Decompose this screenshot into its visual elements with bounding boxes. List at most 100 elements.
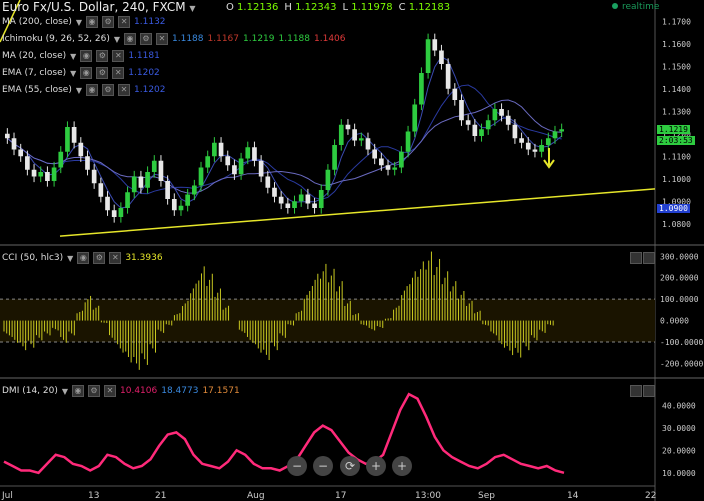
chevron-down-icon[interactable]: ▼ bbox=[75, 17, 83, 27]
eye-icon[interactable]: ◉ bbox=[86, 84, 99, 96]
candle-body bbox=[65, 127, 70, 152]
candle-body bbox=[465, 120, 471, 125]
ohlc-label-o: O bbox=[226, 2, 234, 13]
close-icon[interactable]: ✕ bbox=[112, 67, 125, 79]
indicator-value: 1.1181 bbox=[128, 51, 160, 61]
candle-body bbox=[338, 124, 344, 145]
candle-body bbox=[178, 205, 184, 211]
dmi-legend[interactable]: DMI (14, 20) ▼ ◉ ⚙ ✕ 10.4106 18.4773 17.15… bbox=[2, 385, 240, 397]
indicator-legend[interactable]: EMA (55, close) ▼ ◉ ⚙ ✕ 1.1202 bbox=[2, 84, 166, 96]
ohlc-label-c: C bbox=[398, 2, 406, 13]
scroll-left-button[interactable]: − bbox=[313, 456, 333, 476]
indicator-name: EMA (7, close) bbox=[2, 68, 67, 78]
trendline bbox=[59, 188, 656, 237]
close-icon[interactable]: ✕ bbox=[104, 385, 117, 397]
indicator-legend[interactable]: MA (200, close) ▼ ◉ ⚙ ✕ 1.1132 bbox=[2, 16, 166, 28]
pane-close-button[interactable] bbox=[643, 252, 655, 264]
candle-body bbox=[98, 183, 104, 197]
pane-close-button[interactable] bbox=[643, 385, 655, 397]
trendline-left bbox=[0, 0, 21, 43]
close-icon[interactable]: ✕ bbox=[109, 252, 122, 264]
candle-body bbox=[405, 131, 411, 152]
candle-body bbox=[292, 201, 297, 208]
indicator-legend[interactable]: MA (20, close) ▼ ◉ ⚙ ✕ 1.1181 bbox=[2, 50, 160, 62]
chevron-down-icon[interactable]: ▼ bbox=[189, 4, 196, 13]
eye-icon[interactable]: ◉ bbox=[72, 385, 85, 397]
candle-body bbox=[245, 147, 251, 159]
candle-body bbox=[118, 208, 124, 217]
indicator-value: 1.1167 bbox=[207, 34, 240, 44]
candle-body bbox=[472, 124, 478, 136]
indicator-name: Ichimoku (9, 26, 52, 26) bbox=[2, 34, 110, 44]
indicator-value: 1.1188 bbox=[172, 34, 204, 44]
price-tick-label: 1.1200 bbox=[662, 130, 691, 139]
candle-body bbox=[539, 145, 544, 152]
candle-body bbox=[372, 149, 377, 159]
indicator-value: 1.1202 bbox=[128, 68, 160, 78]
candle-body bbox=[485, 120, 491, 130]
candle-body bbox=[185, 194, 190, 206]
pane-maximize-button[interactable] bbox=[630, 252, 642, 264]
indicator-legend[interactable]: Ichimoku (9, 26, 52, 26) ▼ ◉ ⚙ ✕ 1.1188 1.1167… bbox=[2, 33, 346, 45]
time-tick-label: 14 bbox=[567, 491, 579, 501]
close-icon[interactable]: ✕ bbox=[118, 16, 131, 28]
zoom-in-button[interactable]: + bbox=[366, 456, 386, 476]
chevron-down-icon[interactable]: ▼ bbox=[61, 386, 69, 396]
chevron-down-icon[interactable]: ▼ bbox=[75, 85, 83, 95]
close-icon[interactable]: ✕ bbox=[156, 33, 169, 45]
candle-body bbox=[325, 169, 331, 190]
settings-icon[interactable]: ⚙ bbox=[102, 16, 115, 28]
settings-icon[interactable]: ⚙ bbox=[88, 385, 101, 397]
indicator-name: EMA (55, close) bbox=[2, 85, 72, 95]
candle-body bbox=[552, 131, 558, 139]
candle-body bbox=[11, 138, 17, 150]
dmi-legend-value: 18.4773 bbox=[161, 386, 199, 396]
zoom-out-button[interactable]: − bbox=[287, 456, 307, 476]
eye-icon[interactable]: ◉ bbox=[77, 252, 90, 264]
candle-body bbox=[385, 165, 391, 170]
settings-icon[interactable]: ⚙ bbox=[93, 252, 106, 264]
candle-body bbox=[51, 167, 57, 181]
candle-body bbox=[379, 158, 384, 166]
pane-maximize-button[interactable] bbox=[630, 385, 642, 397]
chevron-down-icon[interactable]: ▼ bbox=[113, 34, 121, 44]
eye-icon[interactable]: ◉ bbox=[124, 33, 137, 45]
candle-body bbox=[358, 138, 364, 141]
chevron-down-icon[interactable]: ▼ bbox=[70, 51, 77, 61]
symbol-title[interactable]: Euro Fx/U.S. Dollar, 240, FXCM ▼ bbox=[2, 0, 196, 14]
settings-icon[interactable]: ⚙ bbox=[96, 50, 109, 62]
chevron-down-icon[interactable]: ▼ bbox=[70, 68, 77, 78]
candle-body bbox=[545, 138, 551, 145]
candle-body bbox=[25, 156, 30, 170]
indicator-name: MA (20, close) bbox=[2, 51, 67, 61]
candle-body bbox=[559, 129, 564, 132]
close-icon[interactable]: ✕ bbox=[118, 84, 131, 96]
reset-button[interactable]: ⟳ bbox=[340, 456, 360, 476]
scroll-right-button[interactable]: + bbox=[392, 456, 412, 476]
settings-icon[interactable]: ⚙ bbox=[96, 67, 109, 79]
close-icon[interactable]: ✕ bbox=[112, 50, 125, 62]
indicator-value: 1.1219 bbox=[243, 34, 275, 44]
candle-body bbox=[265, 176, 271, 188]
settings-icon[interactable]: ⚙ bbox=[102, 84, 115, 96]
candle-body bbox=[138, 176, 144, 188]
candle-body bbox=[365, 138, 371, 150]
indicator-legend[interactable]: EMA (7, close) ▼ ◉ ⚙ ✕ 1.1202 bbox=[2, 67, 160, 79]
eye-icon[interactable]: ◉ bbox=[80, 50, 93, 62]
chevron-down-icon[interactable]: ▼ bbox=[67, 253, 74, 263]
candle-body bbox=[519, 138, 524, 143]
line-price-tag: 1.0900 bbox=[657, 204, 690, 213]
candle-body bbox=[312, 203, 317, 208]
price-tick-label: 1.1300 bbox=[662, 107, 691, 116]
time-tick-label: 21 bbox=[155, 491, 166, 501]
candle-body bbox=[479, 129, 484, 136]
cci-tick-label: 300.0000 bbox=[660, 252, 699, 261]
settings-icon[interactable]: ⚙ bbox=[140, 33, 153, 45]
eye-icon[interactable]: ◉ bbox=[86, 16, 99, 28]
cci-legend[interactable]: CCI (50, hlc3) ▼ ◉ ⚙ ✕ 31.3936 bbox=[2, 252, 163, 264]
eye-icon[interactable]: ◉ bbox=[80, 67, 93, 79]
candle-body bbox=[318, 190, 324, 208]
dmi-tick-label: 40.0000 bbox=[662, 401, 696, 410]
candle-body bbox=[111, 210, 117, 217]
candle-body bbox=[432, 39, 438, 51]
